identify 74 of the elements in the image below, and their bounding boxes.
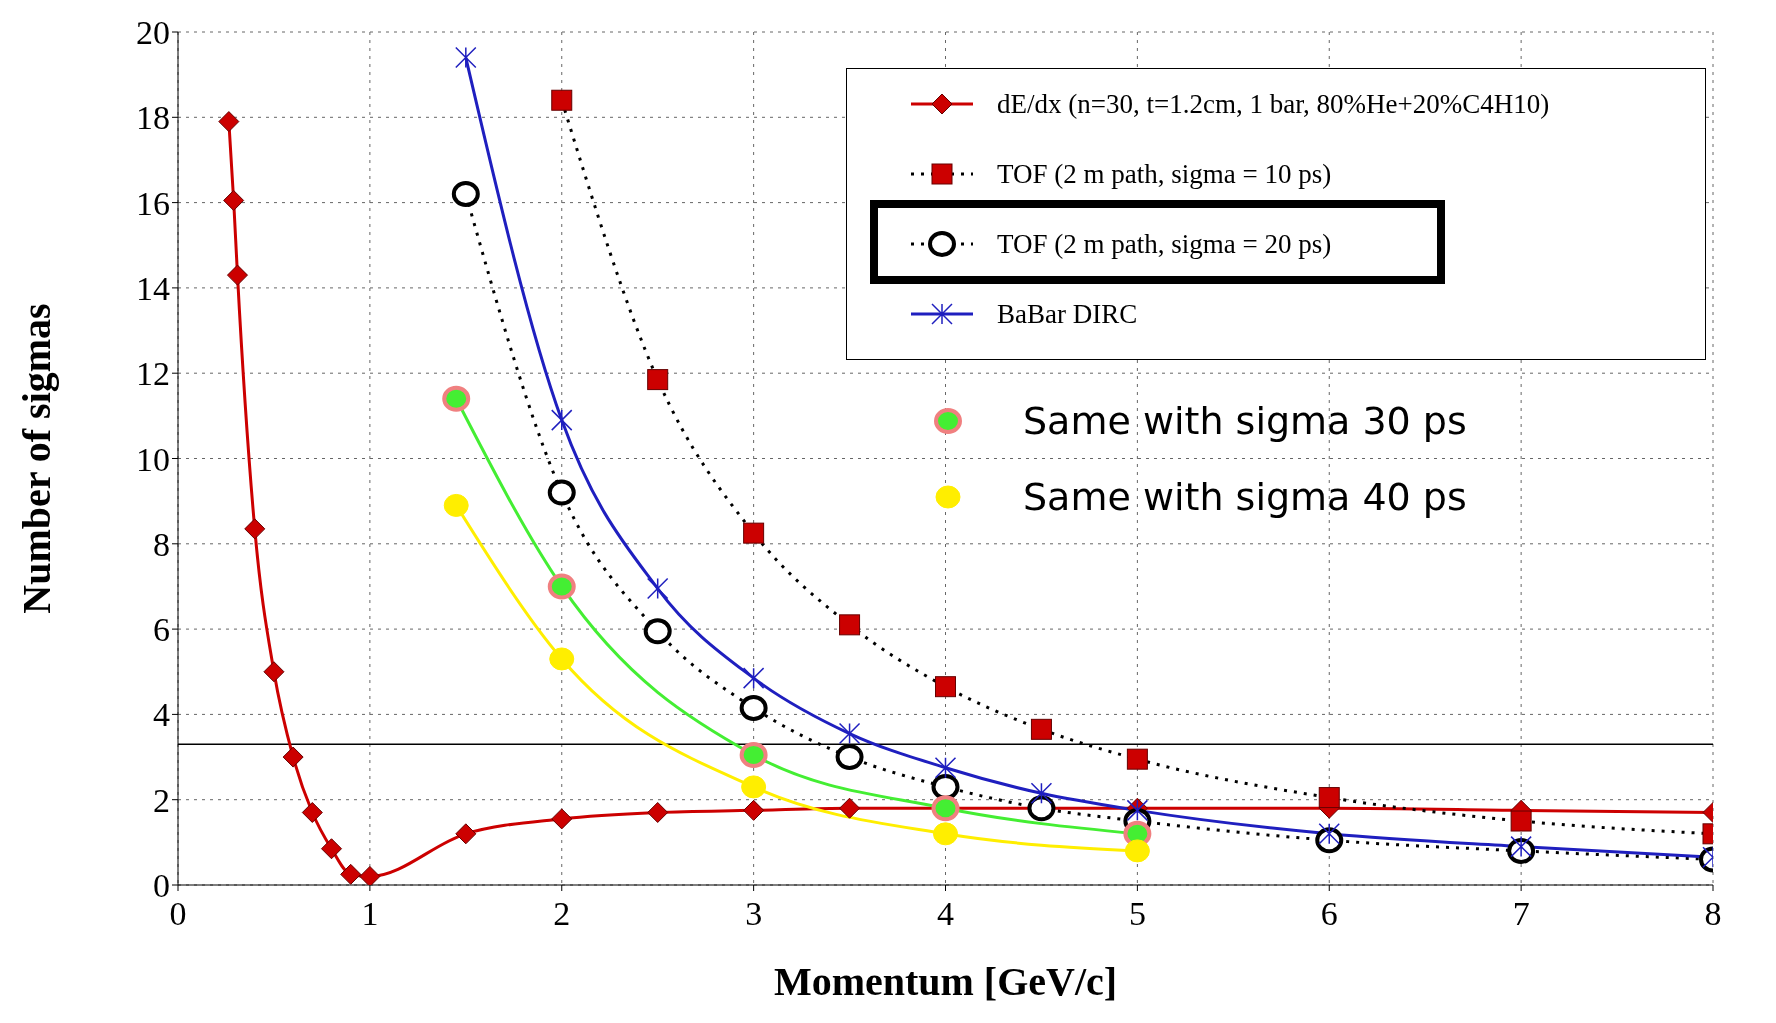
y-tick-label: 12 — [136, 355, 170, 393]
point — [549, 647, 575, 671]
y-tick-label: 4 — [153, 696, 170, 734]
point — [934, 756, 957, 779]
point — [455, 823, 477, 845]
x-tick-label: 3 — [745, 895, 763, 933]
point — [1318, 787, 1340, 809]
point — [551, 89, 573, 111]
point — [1027, 795, 1056, 822]
point — [647, 369, 669, 391]
point — [282, 746, 304, 768]
x-tick-label: 5 — [1128, 895, 1146, 933]
point — [1030, 782, 1053, 805]
y-tick-label: 0 — [153, 867, 170, 905]
legend-label: TOF (2 m path, sigma = 20 ps) — [997, 228, 1332, 260]
point — [455, 46, 477, 69]
point — [226, 264, 248, 286]
point — [933, 822, 958, 846]
legend-label: BaBar DIRC — [997, 298, 1138, 330]
point — [647, 801, 669, 823]
point — [547, 479, 576, 506]
point — [551, 409, 573, 431]
x-tick-label: 2 — [553, 895, 571, 933]
y-tick-label: 20 — [136, 14, 170, 52]
point — [643, 618, 672, 645]
y-tick-label: 2 — [153, 781, 170, 819]
point — [244, 518, 266, 540]
point — [838, 722, 861, 745]
point — [301, 801, 323, 823]
x-tick-label: 6 — [1320, 895, 1338, 933]
point — [263, 661, 285, 683]
y-tick-label: 18 — [136, 99, 170, 137]
point — [741, 775, 767, 799]
y-tick-label: 14 — [136, 269, 170, 307]
point — [340, 863, 362, 885]
point — [1030, 718, 1052, 740]
point — [547, 573, 576, 600]
point — [551, 808, 573, 830]
legend-label: dE/dx (n=30, t=1.2cm, 1 bar, 80%He+20%C4H10) — [997, 88, 1550, 120]
point — [742, 667, 765, 689]
point — [1126, 748, 1148, 770]
x-tick-label: 1 — [361, 895, 379, 933]
point — [443, 493, 469, 517]
legend-label: TOF (2 m path, sigma = 10 ps) — [997, 158, 1332, 190]
point — [835, 744, 864, 771]
point — [931, 795, 960, 822]
point — [839, 797, 861, 819]
x-tick-label: 4 — [937, 895, 954, 933]
point — [743, 799, 765, 821]
point — [739, 741, 768, 768]
x-tick-label: 7 — [1512, 895, 1530, 933]
point — [743, 522, 765, 544]
y-tick-label: 8 — [153, 525, 170, 563]
point — [451, 181, 480, 208]
legend-label: Same with sigma 40 ps — [1023, 475, 1467, 519]
x-axis-title: Momentum [GeV/c] — [773, 959, 1118, 1004]
point — [1510, 810, 1532, 832]
point — [1124, 839, 1150, 863]
y-tick-label: 6 — [153, 611, 170, 649]
y-axis-title: Number of sigmas — [14, 303, 60, 614]
point — [839, 614, 861, 636]
point — [442, 385, 471, 412]
x-tick-label: 8 — [1704, 895, 1722, 933]
point — [935, 676, 956, 698]
point — [218, 111, 240, 133]
point — [359, 865, 381, 885]
point — [931, 773, 960, 800]
point — [223, 189, 245, 211]
y-tick-label: 16 — [136, 184, 170, 222]
point — [646, 577, 669, 600]
point — [321, 838, 342, 860]
y-tick-label: 10 — [136, 440, 170, 478]
point — [739, 695, 768, 721]
legend-label: Same with sigma 30 ps — [1023, 399, 1467, 443]
